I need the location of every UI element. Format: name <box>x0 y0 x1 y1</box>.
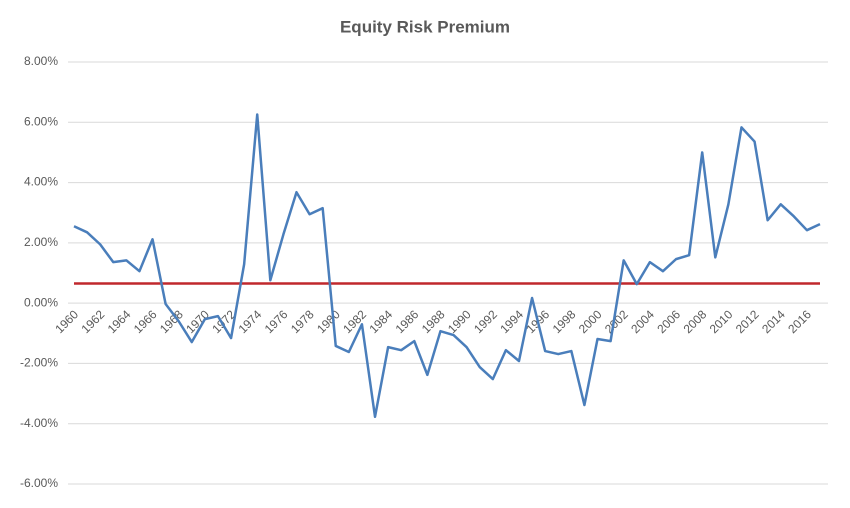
x-tick-label: 1978 <box>288 307 317 336</box>
x-tick-label: 2006 <box>654 307 683 336</box>
y-tick-label: 0.00% <box>24 295 58 309</box>
x-tick-label: 1998 <box>550 307 579 336</box>
x-tick-label: 1986 <box>393 307 422 336</box>
x-tick-label: 1974 <box>236 307 265 336</box>
x-tick-label: 2016 <box>785 307 814 336</box>
x-tick-label: 1984 <box>366 307 395 336</box>
x-tick-label: 2010 <box>707 307 736 336</box>
y-tick-label: 2.00% <box>24 235 58 249</box>
x-tick-label: 2012 <box>733 307 762 336</box>
x-tick-label: 1976 <box>262 307 291 336</box>
y-tick-label: -6.00% <box>20 476 58 490</box>
y-tick-label: -2.00% <box>20 356 58 370</box>
x-tick-label: 1992 <box>471 307 500 336</box>
x-tick-label: 1964 <box>105 307 134 336</box>
y-tick-label: 4.00% <box>24 175 58 189</box>
x-tick-label: 2000 <box>576 307 605 336</box>
x-tick-label: 1994 <box>497 307 526 336</box>
x-tick-label: 1982 <box>340 307 369 336</box>
y-tick-label: 6.00% <box>24 114 58 128</box>
x-tick-label: 2014 <box>759 307 788 336</box>
y-tick-label: -4.00% <box>20 416 58 430</box>
x-tick-label: 1990 <box>445 307 474 336</box>
data-line <box>73 113 821 419</box>
x-tick-label: 1960 <box>52 307 81 336</box>
x-tick-label: 1966 <box>131 307 160 336</box>
y-tick-label: 8.00% <box>24 54 58 68</box>
x-tick-label: 2004 <box>628 307 657 336</box>
x-tick-label: 2008 <box>681 307 710 336</box>
x-tick-label: 1962 <box>79 307 108 336</box>
chart-title: Equity Risk Premium <box>340 17 510 36</box>
x-tick-label: 1980 <box>314 307 343 336</box>
